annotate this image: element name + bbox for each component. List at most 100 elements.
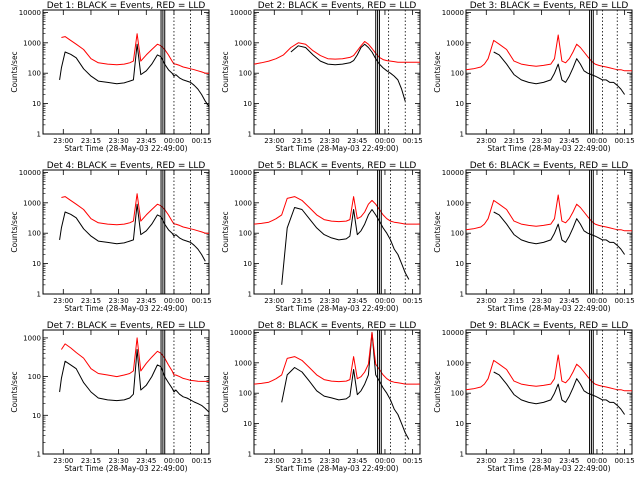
y-tick-label: 1000 [446, 359, 464, 367]
x-tick-label: 23:30 [532, 137, 552, 145]
y-tick-label: 1 [37, 131, 41, 139]
y-tick-label: 1000 [23, 39, 41, 47]
x-axis-label: Start Time (28-May-03 22:49:00) [64, 144, 187, 153]
y-tick-label: 1000 [446, 39, 464, 47]
series-group [466, 194, 632, 255]
x-tick-label: 00:15 [192, 297, 212, 305]
x-tick-label: 23:45 [559, 297, 579, 305]
panel-title: Det 1: BLACK = Events, RED = LLD [47, 1, 206, 11]
detector-panel-9: Det 9: BLACK = Events, RED = LLD 1 10 100 10… [433, 321, 635, 473]
y-axis-label: Counts/sec [10, 51, 19, 92]
plot-frame [253, 9, 421, 135]
panel-title: Det 8: BLACK = Events, RED = LLD [258, 321, 417, 331]
y-tick-label: 100 [239, 390, 252, 398]
x-tick-label: 23:00 [264, 297, 284, 305]
x-tick-label: 00:00 [587, 137, 607, 145]
x-tick-label: 23:00 [264, 137, 284, 145]
series-line-black [59, 349, 209, 413]
y-tick-label: 10000 [230, 329, 252, 337]
x-tick-label: 23:30 [532, 297, 552, 305]
x-tick-label: 00:00 [164, 297, 184, 305]
y-tick-label: 10 [243, 100, 252, 108]
y-tick-label: 10 [455, 100, 464, 108]
x-tick-label: 23:30 [320, 137, 340, 145]
y-tick-label: 1 [248, 291, 252, 299]
x-tick-label: 00:00 [587, 297, 607, 305]
x-tick-label: 23:15 [292, 137, 312, 145]
detector-panel-6: Det 6: BLACK = Events, RED = LLD 1 10 100 10… [433, 161, 635, 313]
series-line-red [466, 34, 632, 72]
x-tick-label: 23:15 [504, 297, 524, 305]
y-tick-label: 1000 [234, 359, 252, 367]
series-group [59, 337, 209, 413]
y-tick-label: 100 [239, 230, 252, 238]
x-tick-label: 00:00 [164, 457, 184, 465]
panel-title: Det 3: BLACK = Events, RED = LLD [470, 1, 629, 11]
y-tick-label: 1 [37, 291, 41, 299]
series-line-red [60, 337, 209, 382]
detector-panel-4: Det 4: BLACK = Events, RED = LLD 1 10 100 10… [10, 161, 212, 313]
x-tick-label: 23:00 [476, 297, 496, 305]
y-tick-label: 1000 [234, 199, 252, 207]
panel-title: Det 9: BLACK = Events, RED = LLD [470, 321, 629, 331]
x-tick-label: 23:30 [320, 297, 340, 305]
x-axis-label: Start Time (28-May-03 22:49:00) [275, 464, 398, 473]
x-tick-label: 00:00 [375, 457, 395, 465]
series-line-red [254, 41, 420, 65]
y-tick-label: 10000 [230, 9, 252, 17]
x-tick-label: 23:00 [53, 457, 73, 465]
series-group [254, 196, 420, 285]
y-tick-label: 10 [243, 420, 252, 428]
x-axis-label: Start Time (28-May-03 22:49:00) [275, 304, 398, 313]
series-group [466, 354, 632, 415]
series-line-black [493, 51, 626, 95]
plot-frame [465, 9, 633, 135]
x-tick-label: 00:15 [403, 137, 423, 145]
series-line-red [466, 194, 632, 232]
y-axis-label: Counts/sec [221, 371, 230, 412]
series-group [59, 193, 209, 262]
detector-panel-3: Det 3: BLACK = Events, RED = LLD 1 10 100 10… [433, 1, 635, 153]
y-tick-label: 10 [243, 260, 252, 268]
y-tick-label: 10000 [230, 169, 252, 177]
y-tick-label: 10000 [19, 169, 41, 177]
panel-title: Det 5: BLACK = Events, RED = LLD [258, 161, 417, 171]
x-tick-label: 00:00 [587, 457, 607, 465]
x-tick-label: 00:00 [375, 137, 395, 145]
x-tick-label: 23:30 [109, 137, 129, 145]
y-tick-label: 1000 [23, 199, 41, 207]
plot-frame [253, 329, 421, 455]
y-tick-label: 1000 [23, 334, 41, 342]
series-line-red [61, 193, 209, 234]
series-line-red [61, 33, 209, 74]
y-axis-label: Counts/sec [433, 371, 442, 412]
plot-frame [465, 329, 633, 455]
y-axis-label: Counts/sec [221, 211, 230, 252]
y-tick-label: 100 [28, 230, 41, 238]
y-tick-label: 10000 [442, 9, 464, 17]
detector-panel-5: Det 5: BLACK = Events, RED = LLD 1 10 100 10… [221, 161, 423, 313]
y-axis-label: Counts/sec [10, 211, 19, 252]
y-tick-label: 10 [32, 100, 41, 108]
y-tick-label: 1 [460, 291, 464, 299]
y-tick-label: 100 [28, 373, 41, 381]
x-tick-label: 23:15 [81, 457, 101, 465]
x-tick-label: 23:45 [136, 297, 156, 305]
x-tick-label: 23:15 [81, 137, 101, 145]
y-tick-label: 100 [451, 70, 464, 78]
x-tick-label: 00:15 [403, 297, 423, 305]
x-tick-label: 23:00 [476, 137, 496, 145]
x-tick-label: 23:30 [532, 457, 552, 465]
x-axis-label: Start Time (28-May-03 22:49:00) [487, 144, 610, 153]
y-tick-label: 100 [239, 70, 252, 78]
x-tick-label: 23:15 [292, 457, 312, 465]
x-tick-label: 00:00 [164, 137, 184, 145]
x-tick-label: 00:15 [615, 137, 635, 145]
x-axis-label: Start Time (28-May-03 22:49:00) [487, 464, 610, 473]
y-tick-label: 1000 [446, 199, 464, 207]
y-tick-label: 10 [32, 260, 41, 268]
x-tick-label: 23:00 [53, 137, 73, 145]
series-line-black [59, 43, 209, 107]
x-tick-label: 23:45 [347, 457, 367, 465]
panel-title: Det 7: BLACK = Events, RED = LLD [47, 321, 206, 331]
